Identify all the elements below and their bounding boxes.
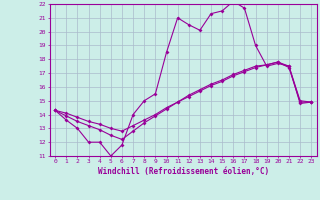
X-axis label: Windchill (Refroidissement éolien,°C): Windchill (Refroidissement éolien,°C) bbox=[98, 167, 269, 176]
